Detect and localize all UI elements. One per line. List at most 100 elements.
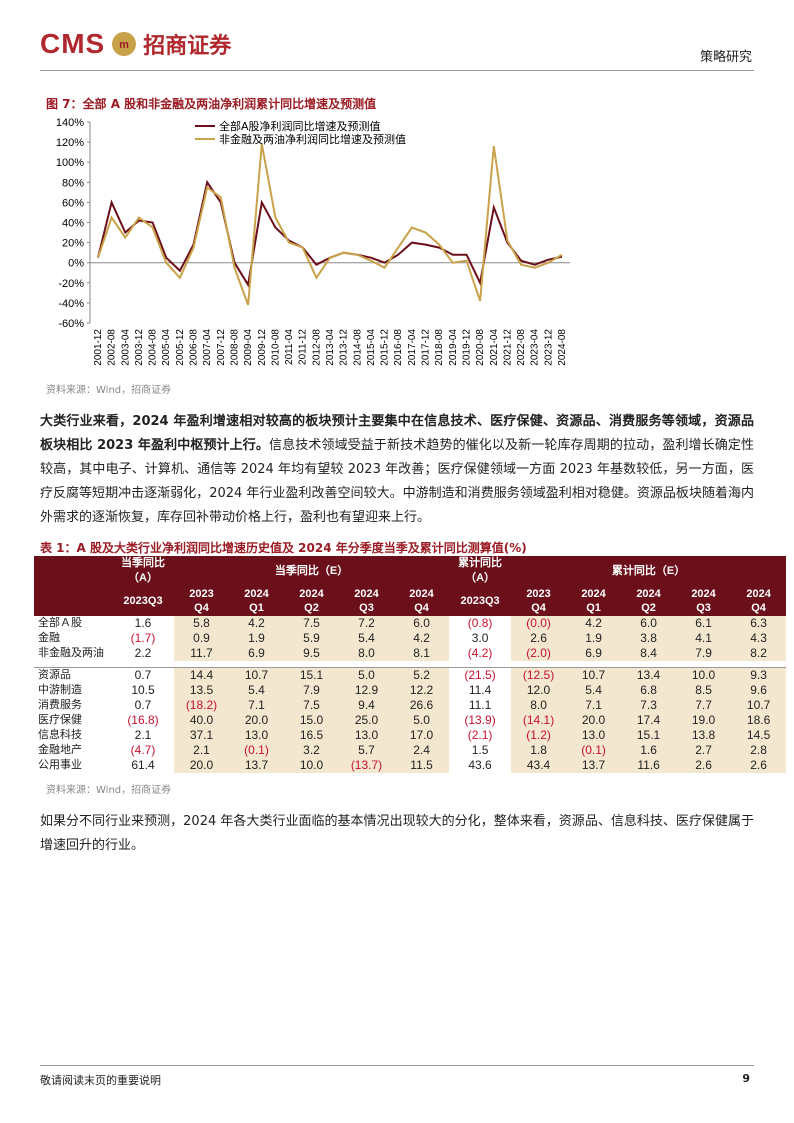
table-row: 信息科技 2.1 37.1 13.0 16.5 13.0 17.0 (2.1) (1.2) 13.…	[34, 728, 787, 743]
cell: 11.7	[174, 646, 229, 661]
x-tick-label: 2023-12	[543, 329, 554, 366]
cell: 11.6	[621, 758, 677, 773]
group-header: 当季同比（A）	[112, 556, 174, 586]
cell: 7.9	[284, 683, 339, 698]
cell: 1.9	[566, 631, 622, 646]
cell: 9.5	[284, 646, 339, 661]
series-line	[97, 179, 563, 288]
x-tick-label: 2024-08	[557, 329, 568, 366]
x-tick-label: 2008-08	[229, 329, 240, 366]
period-text: 2024	[746, 588, 771, 600]
cell: 15.1	[284, 667, 339, 683]
cell: 2.7	[676, 743, 732, 758]
table-row: 非金融及两油 2.2 11.7 6.9 9.5 8.0 8.1 (4.2) (2.0) 6.9 8.…	[34, 646, 787, 661]
x-tick-label: 2005-12	[175, 329, 186, 366]
cell: 5.8	[174, 616, 229, 631]
cell: 40.0	[174, 713, 229, 728]
x-tick-label: 2017-04	[407, 329, 418, 366]
data-table: 当季同比（A） 当季同比（E） 累计同比（A） 累计同比（E） 2023Q3 2023 Q4…	[34, 556, 787, 773]
period-text: Q4	[751, 602, 766, 614]
cell: 8.0	[339, 646, 394, 661]
brand: CMS	[40, 28, 106, 59]
period-header: 2024 Q1	[566, 586, 622, 616]
section: 策略研究	[699, 50, 752, 65]
cell: 10.7	[229, 667, 284, 683]
cell: 13.7	[229, 758, 284, 773]
chart: -60% -40% -20% 0% 20% 40% 60% 80% 100% 120% 140% 20…	[56, 117, 570, 366]
cell: (4.7)	[130, 743, 156, 757]
figure-caption: 图 7：全部 A 股和非金融及两油净利润累计同比增速及预测值	[46, 97, 377, 111]
row-label: 金融	[38, 632, 60, 644]
x-tick-label: 2016-08	[393, 329, 404, 366]
x-tick-label: 2003-12	[134, 329, 145, 366]
x-tick-label: 2009-04	[243, 329, 254, 366]
cell: 7.2	[339, 616, 394, 631]
x-tick-label: 2019-04	[448, 329, 459, 366]
period-text: 2023	[189, 588, 214, 600]
cell: 7.5	[284, 616, 339, 631]
cell: 11.5	[394, 758, 450, 773]
x-tick-label: 2014-08	[352, 329, 363, 366]
period-text: Q2	[641, 602, 656, 614]
cell: 5.4	[566, 683, 622, 698]
cell: (0.1)	[229, 743, 284, 758]
paragraph: 如果分不同行业来预测，2024 年各大类行业面临的基本情况出现较大的分化，整体来…	[40, 814, 754, 853]
cell: 5.4	[339, 631, 394, 646]
row-label: 中游制造	[38, 684, 82, 696]
x-tick-label: 2020-08	[475, 329, 486, 366]
cell: 4.3	[731, 631, 787, 646]
cell: 8.1	[394, 646, 450, 661]
cell: 1.8	[511, 743, 567, 758]
x-tick-label: 2009-12	[257, 329, 268, 366]
series-line	[97, 143, 563, 306]
period-header: 2023 Q4	[174, 586, 229, 616]
period-header: 2024 Q2	[284, 586, 339, 616]
cell: 0.9	[174, 631, 229, 646]
row-label: 消费服务	[38, 699, 82, 711]
period-text: 2023Q3	[460, 595, 500, 607]
cell: 0.7	[134, 698, 152, 712]
cell: 8.4	[621, 646, 677, 661]
header-row: 2023Q3 2023 Q4 2024 Q1 2024 Q2 2024 Q3 2024 Q4 2023…	[34, 586, 787, 616]
rule	[40, 1065, 754, 1066]
cell: 8.5	[676, 683, 732, 698]
cell: 9.3	[731, 667, 787, 683]
cell: 11.1	[468, 698, 492, 712]
table-caption: 表 1：A 股及大类行业净利润同比增速历史值及 2024 年分季度当季及累计同比…	[40, 541, 527, 555]
row-label: 金融地产	[38, 744, 82, 756]
cell: 5.2	[394, 667, 450, 683]
paragraph-bold: 大类行业来看，2024 年盈利增速相对较高的板块预计主要集中在信息技术、医疗保健…	[40, 414, 754, 453]
cell: 13.0	[229, 728, 284, 743]
cell: 6.1	[676, 616, 732, 631]
cell: (0.1)	[566, 743, 622, 758]
group-header: 累计同比（A）	[449, 556, 512, 586]
cell: 13.0	[566, 728, 622, 743]
cell: 20.0	[174, 758, 229, 773]
y-tick-label: 0%	[68, 258, 84, 270]
header-corner	[34, 556, 112, 616]
cell: 14.4	[174, 667, 229, 683]
cell: 10.7	[566, 667, 622, 683]
cell: 5.4	[229, 683, 284, 698]
x-tick-label: 2011-04	[284, 329, 295, 365]
cell: 43.6	[468, 758, 492, 772]
table-row: 医疗保健 (16.8) 40.0 20.0 15.0 25.0 5.0 (13.9) (14.1…	[34, 713, 787, 728]
table-row: 金融地产 (4.7) 2.1 (0.1) 3.2 5.7 2.4 1.5 1.8 (0.1) 1.6…	[34, 743, 787, 758]
x-tick-label: 2021-04	[489, 329, 500, 366]
row-label: 非金融及两油	[38, 647, 104, 659]
x-tick-label: 2007-12	[216, 329, 227, 366]
legend-label: 全部A股净利润同比增速及预测值	[219, 119, 381, 133]
period-text: 2024	[691, 588, 716, 600]
cell: 6.9	[566, 646, 622, 661]
row-label: 信息科技	[38, 729, 82, 741]
cell: 13.5	[174, 683, 229, 698]
row-label: 医疗保健	[38, 714, 82, 726]
x-tick-label: 2001-12	[93, 329, 104, 366]
cell: 3.8	[621, 631, 677, 646]
x-tick-label: 2002-08	[107, 329, 118, 366]
cell: 20.0	[229, 713, 284, 728]
period-text: Q3	[359, 602, 374, 614]
cell: 0.7	[112, 667, 174, 683]
period-header: 2024 Q4	[731, 586, 787, 616]
